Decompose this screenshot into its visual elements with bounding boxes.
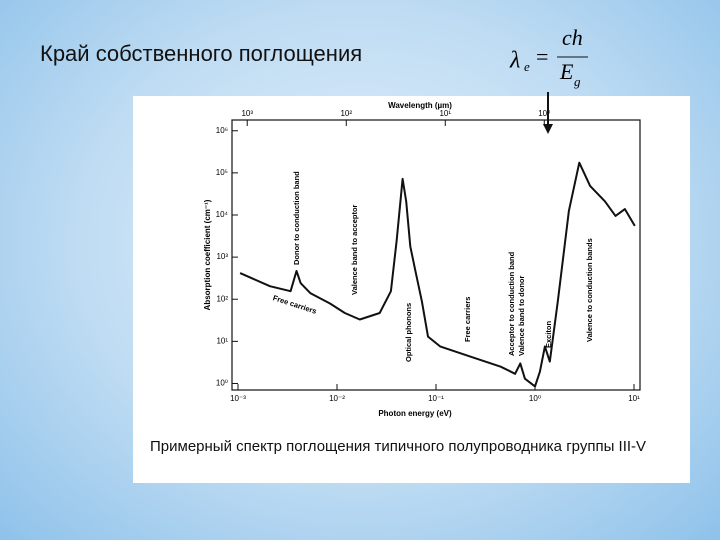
pointer-arrowhead — [543, 124, 553, 134]
formula-denominator: E — [559, 59, 574, 84]
x-tick-label: 10⁻¹ — [428, 394, 444, 403]
annotation: Free carriers — [463, 297, 472, 342]
formula-lambda: λ — [509, 48, 520, 74]
formula-numerator: ch — [562, 25, 583, 50]
x2-tick-label: 10² — [340, 109, 352, 118]
caption: Примерный спектр поглощения типичного по… — [150, 438, 647, 455]
annotation: Valence band to acceptor — [350, 204, 359, 295]
x-tick-label: 10⁰ — [529, 394, 541, 403]
x-tick-label: 10¹ — [628, 394, 640, 403]
y-tick-label: 10⁶ — [216, 126, 228, 135]
x2-tick-label: 10³ — [241, 109, 253, 118]
x2-tick-label: 10⁰ — [538, 109, 550, 118]
x-tick-label: 10⁻² — [329, 394, 345, 403]
y-tick-label: 10¹ — [216, 336, 228, 345]
annotation: Valence band to donor — [517, 275, 526, 356]
formula-equals: = — [536, 44, 548, 69]
annotation: Valence to conduction bands — [585, 238, 594, 342]
chart: 10⁻³ 10⁻² 10⁻¹ 10⁰ 10¹ 10³ 10² 10¹ 10⁰ 10⁰ 10¹ 10² 1… — [203, 101, 641, 418]
annotation: Exciton — [544, 320, 553, 348]
y-tick-label: 10² — [216, 294, 228, 303]
y-tick-label: 10³ — [216, 252, 228, 261]
absorption-curve — [239, 161, 636, 388]
x2-axis-label: Wavelength (µm) — [388, 101, 452, 110]
y-tick-label: 10⁴ — [216, 210, 229, 219]
y-tick-label: 10⁵ — [216, 168, 228, 177]
annotation: Optical phonons — [404, 303, 413, 362]
slide-title: Край собственного поглощения — [40, 41, 362, 66]
formula-subscript: e — [524, 59, 530, 74]
x-axis-label: Photon energy (eV) — [378, 409, 452, 418]
y-axis-label: Absorption coefficient (cm⁻¹) — [203, 199, 212, 310]
annotation: Acceptor to conduction band — [507, 251, 516, 356]
annotation: Donor to conduction band — [292, 171, 301, 265]
figure-panel — [133, 96, 690, 483]
y-tick-label: 10⁰ — [216, 379, 228, 388]
x-tick-label: 10⁻³ — [230, 394, 246, 403]
x2-tick-label: 10¹ — [439, 109, 451, 118]
formula-denominator-sub: g — [574, 74, 581, 89]
